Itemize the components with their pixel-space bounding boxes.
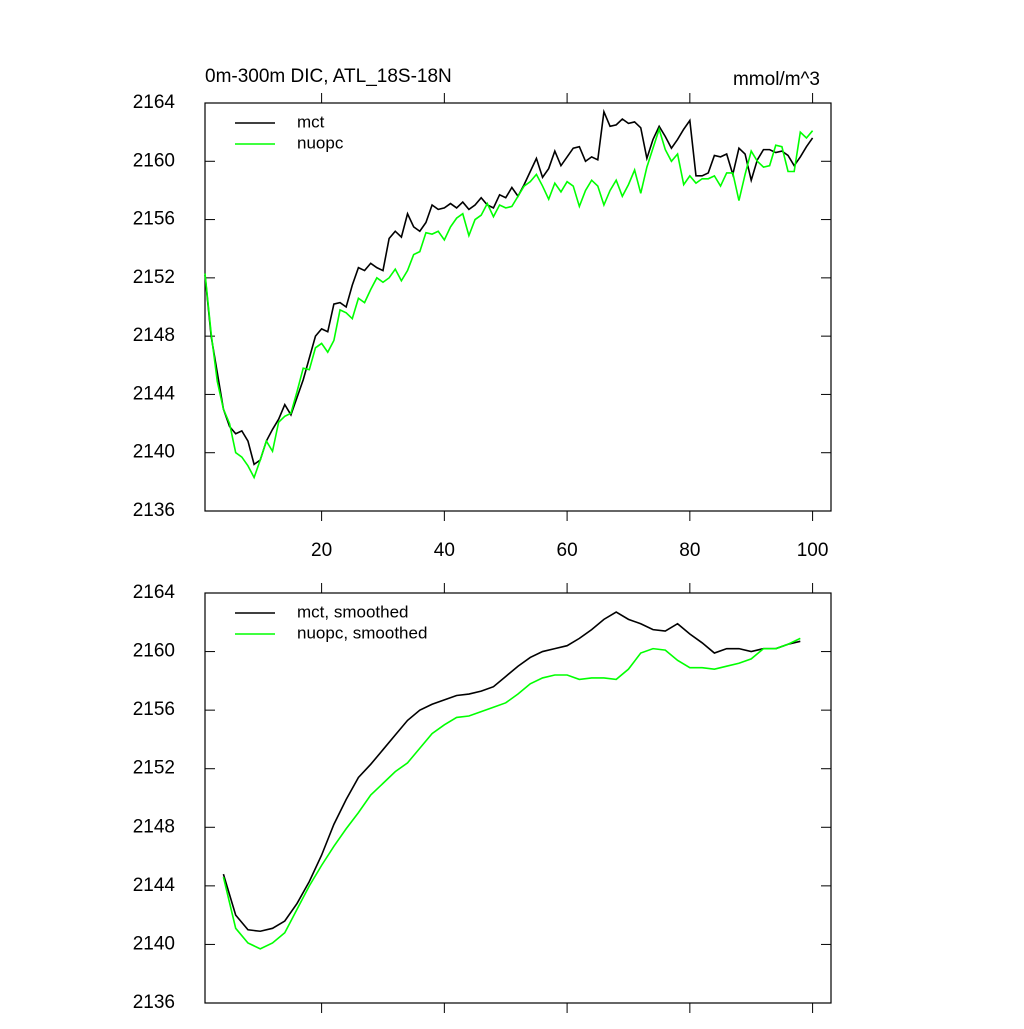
- legend-label: nuopc: [297, 133, 344, 152]
- plot-frame: [204, 102, 832, 512]
- y-tick-label: 2148: [133, 325, 175, 346]
- y-tick-label: 2144: [133, 383, 176, 404]
- legend-label: mct, smoothed: [297, 602, 409, 621]
- legend-label: mct: [297, 112, 325, 131]
- y-tick-label: 2136: [133, 992, 175, 1013]
- series-line: [204, 126, 814, 480]
- x-tick-label: 40: [434, 540, 455, 561]
- y-tick-label: 2156: [133, 699, 175, 720]
- series-line: [222, 637, 801, 950]
- y-tick-label: 2148: [133, 816, 175, 837]
- x-tick-label: 60: [557, 540, 578, 561]
- x-tick-label: 100: [797, 540, 829, 561]
- legend-label: nuopc, smoothed: [297, 623, 427, 642]
- y-tick-label: 2164: [133, 582, 176, 603]
- y-tick-label: 2164: [133, 92, 176, 113]
- y-tick-label: 2160: [133, 150, 175, 171]
- x-tick-label: 80: [679, 540, 700, 561]
- y-tick-label: 2156: [133, 209, 175, 230]
- y-tick-label: 2152: [133, 267, 175, 288]
- y-tick-label: 2152: [133, 758, 175, 779]
- y-tick-label: 2140: [133, 442, 175, 463]
- units-label: mmol/m^3: [733, 69, 820, 90]
- series-line: [222, 611, 801, 933]
- plot-frame: [204, 592, 832, 1004]
- y-tick-label: 2136: [133, 500, 175, 521]
- y-tick-label: 2140: [133, 933, 175, 954]
- chart-title: 0m-300m DIC, ATL_18S-18N: [205, 66, 452, 87]
- y-tick-label: 2144: [133, 875, 176, 896]
- y-tick-label: 2160: [133, 641, 175, 662]
- x-tick-label: 20: [311, 540, 332, 561]
